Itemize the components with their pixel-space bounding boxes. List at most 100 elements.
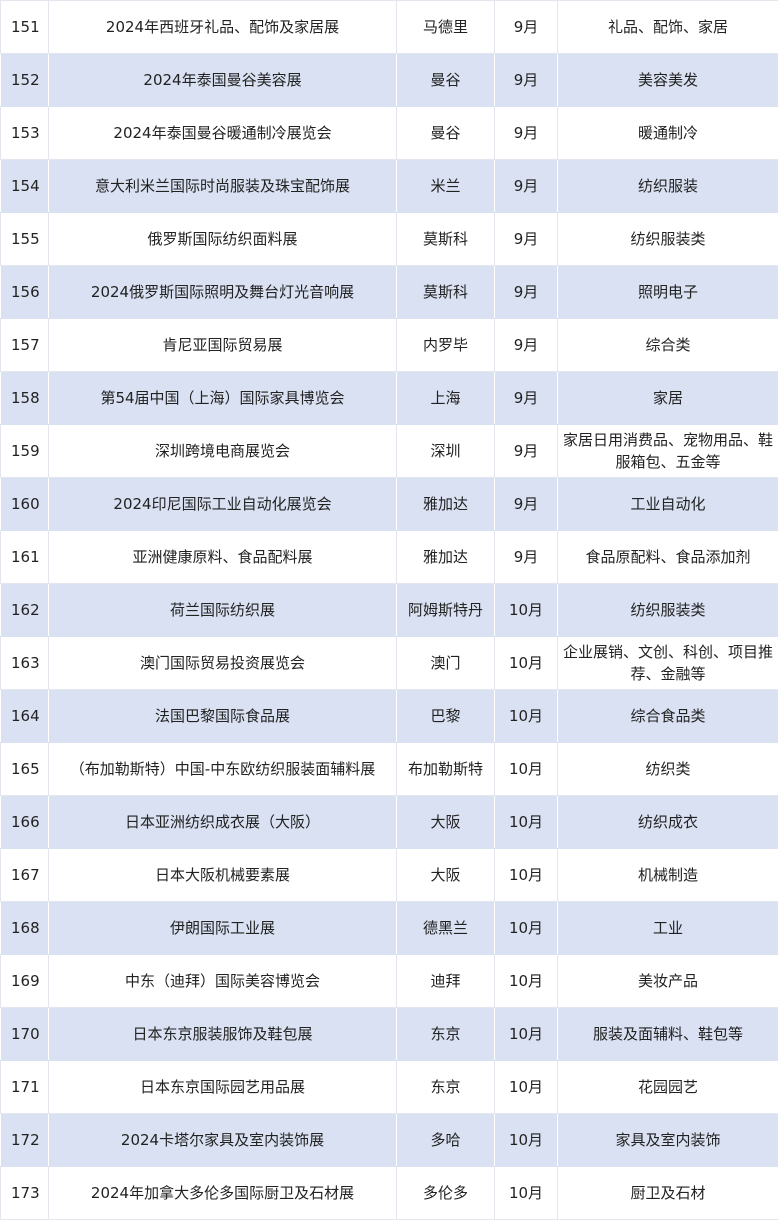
city-cell: 阿姆斯特丹 — [397, 584, 495, 637]
city-cell: 澳门 — [397, 637, 495, 690]
month-cell: 10月 — [495, 743, 558, 796]
city-cell: 布加勒斯特 — [397, 743, 495, 796]
city-cell: 上海 — [397, 372, 495, 425]
month-cell: 10月 — [495, 902, 558, 955]
month-cell: 9月 — [495, 372, 558, 425]
category-cell: 纺织服装类 — [558, 213, 778, 266]
row-number-cell: 162 — [1, 584, 49, 637]
city-cell: 东京 — [397, 1061, 495, 1114]
row-number-cell: 156 — [1, 266, 49, 319]
exhibition-name-cell: （布加勒斯特）中国-中东欧纺织服装面辅料展 — [49, 743, 397, 796]
month-cell: 9月 — [495, 107, 558, 160]
city-cell: 大阪 — [397, 849, 495, 902]
city-cell: 雅加达 — [397, 478, 495, 531]
month-cell: 9月 — [495, 531, 558, 584]
month-cell: 10月 — [495, 637, 558, 690]
exhibition-name-cell: 深圳跨境电商展览会 — [49, 425, 397, 478]
month-cell: 10月 — [495, 1114, 558, 1167]
row-number-cell: 169 — [1, 955, 49, 1008]
month-cell: 9月 — [495, 319, 558, 372]
month-cell: 10月 — [495, 690, 558, 743]
category-cell: 食品原配料、食品添加剂 — [558, 531, 778, 584]
month-cell: 10月 — [495, 584, 558, 637]
month-cell: 10月 — [495, 955, 558, 1008]
row-number-cell: 167 — [1, 849, 49, 902]
exhibition-name-cell: 日本东京服装服饰及鞋包展 — [49, 1008, 397, 1061]
category-cell: 家居 — [558, 372, 778, 425]
city-cell: 多伦多 — [397, 1167, 495, 1220]
exhibition-name-cell: 2024印尼国际工业自动化展览会 — [49, 478, 397, 531]
exhibition-name-cell: 中东（迪拜）国际美容博览会 — [49, 955, 397, 1008]
exhibition-name-cell: 2024卡塔尔家具及室内装饰展 — [49, 1114, 397, 1167]
city-cell: 巴黎 — [397, 690, 495, 743]
row-number-cell: 168 — [1, 902, 49, 955]
category-cell: 纺织服装类 — [558, 584, 778, 637]
month-cell: 9月 — [495, 478, 558, 531]
month-cell: 10月 — [495, 1061, 558, 1114]
exhibition-name-cell: 2024年加拿大多伦多国际厨卫及石材展 — [49, 1167, 397, 1220]
exhibition-name-cell: 2024年西班牙礼品、配饰及家居展 — [49, 1, 397, 54]
row-number-cell: 152 — [1, 54, 49, 107]
category-cell: 纺织服装 — [558, 160, 778, 213]
month-cell: 9月 — [495, 160, 558, 213]
month-cell: 9月 — [495, 266, 558, 319]
exhibition-name-cell: 肯尼亚国际贸易展 — [49, 319, 397, 372]
city-cell: 多哈 — [397, 1114, 495, 1167]
city-cell: 莫斯科 — [397, 213, 495, 266]
category-cell: 美妆产品 — [558, 955, 778, 1008]
category-cell: 美容美发 — [558, 54, 778, 107]
month-cell: 10月 — [495, 796, 558, 849]
category-cell: 厨卫及石材 — [558, 1167, 778, 1220]
month-cell: 10月 — [495, 1167, 558, 1220]
city-cell: 德黑兰 — [397, 902, 495, 955]
row-number-cell: 171 — [1, 1061, 49, 1114]
exhibition-name-cell: 澳门国际贸易投资展览会 — [49, 637, 397, 690]
category-cell: 工业 — [558, 902, 778, 955]
row-number-cell: 173 — [1, 1167, 49, 1220]
category-cell: 礼品、配饰、家居 — [558, 1, 778, 54]
row-number-cell: 172 — [1, 1114, 49, 1167]
exhibition-name-cell: 日本大阪机械要素展 — [49, 849, 397, 902]
month-cell: 10月 — [495, 1008, 558, 1061]
category-cell: 花园园艺 — [558, 1061, 778, 1114]
row-number-cell: 166 — [1, 796, 49, 849]
category-cell: 纺织成衣 — [558, 796, 778, 849]
category-cell: 综合类 — [558, 319, 778, 372]
exhibition-name-cell: 2024俄罗斯国际照明及舞台灯光音响展 — [49, 266, 397, 319]
city-cell: 深圳 — [397, 425, 495, 478]
city-cell: 迪拜 — [397, 955, 495, 1008]
exhibition-name-cell: 亚洲健康原料、食品配料展 — [49, 531, 397, 584]
city-cell: 东京 — [397, 1008, 495, 1061]
category-cell: 服装及面辅料、鞋包等 — [558, 1008, 778, 1061]
row-number-cell: 170 — [1, 1008, 49, 1061]
row-number-cell: 151 — [1, 1, 49, 54]
row-number-cell: 158 — [1, 372, 49, 425]
category-cell: 工业自动化 — [558, 478, 778, 531]
city-cell: 莫斯科 — [397, 266, 495, 319]
exhibition-name-cell: 2024年泰国曼谷美容展 — [49, 54, 397, 107]
category-cell: 机械制造 — [558, 849, 778, 902]
month-cell: 9月 — [495, 1, 558, 54]
exhibition-name-cell: 俄罗斯国际纺织面料展 — [49, 213, 397, 266]
